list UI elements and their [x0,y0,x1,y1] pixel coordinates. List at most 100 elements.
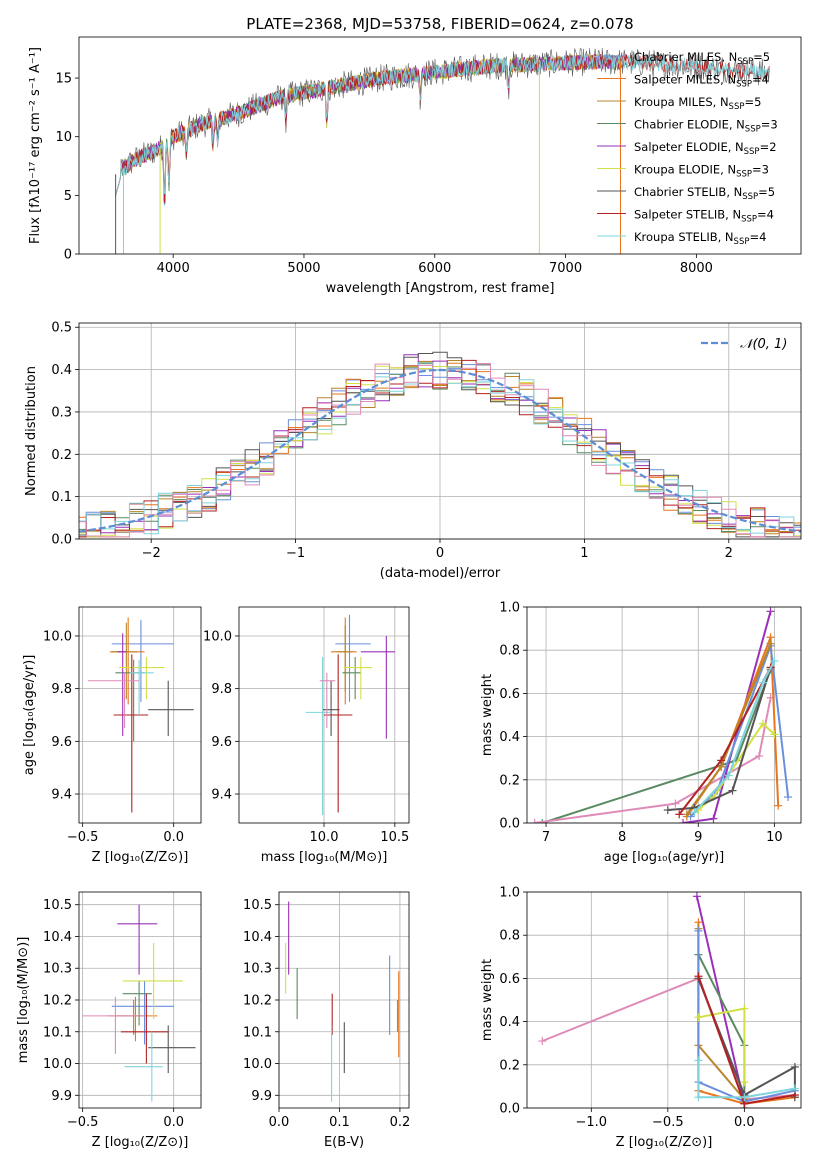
weight-lines [538,892,799,1108]
x-axis-label: (data-model)/error [380,566,501,581]
y-tick-label: 10.0 [43,1057,72,1072]
legend-nssp: =5 [744,95,761,109]
chart-title: PLATE=2368, MJD=53758, FIBERID=0624, z=0… [246,15,633,33]
y-tick-label: 0.4 [499,730,520,745]
axes-frame [78,606,202,824]
panel-mass_vs_ebv: 0.0 0.1 0.2 9.9 10.0 10.1 10.2 10.3 10.4 10.5 E(B-… [243,891,411,1150]
x-tick-label: −0.5 [67,830,99,845]
y-tick-label: 10.0 [203,629,232,644]
x-tick-label: 8000 [680,261,713,276]
legend-series-name: Chabrier ELODIE, N [634,118,745,132]
legend-nssp: =4 [749,230,766,244]
y-axis-label: age [log₁₀(age/yr)] [22,655,37,776]
x-tick-label: 9 [694,830,702,845]
x-axis-label: age [log₁₀(age/yr)] [604,850,725,865]
panel-weight_vs_Z: −1.0 −0.5 0.0 0.0 0.2 0.4 0.6 0.8 1.0 Z [log₁₀(Z/… [480,886,802,1150]
x-tick-label: 0.1 [329,1115,350,1130]
errorbars [82,904,196,1102]
y-axis-label: mass weight [480,674,495,756]
panel-age_vs_mass: 10.0 10.5 9.4 9.6 9.8 10.0 mass [log₁₀(M/M⊙)] [203,606,410,865]
x-tick-label: 10.5 [380,830,409,845]
y-tick-label: 0.0 [499,817,520,832]
legend-entry: Chabrier ELODIE, NSSP=3 [634,118,778,135]
gaussian-curve [79,368,801,533]
legend-series-name: Chabrier MILES, N [634,50,737,64]
histogram-step [79,363,801,539]
y-tick-label: 0.3 [51,405,72,420]
y-tick-label: 0.6 [499,972,520,987]
legend-subscript: SSP [744,147,760,157]
y-tick-label: 9.6 [51,735,72,750]
legend-series-name: Salpeter STELIB, N [634,208,741,222]
legend-subscript: SSP [745,125,761,135]
axes-frame [278,891,410,1109]
x-tick-label: 2 [725,546,733,561]
legend-series-name: Chabrier STELIB, N [634,185,742,199]
legend-subscript: SSP [734,237,750,247]
x-tick-label: 5000 [287,261,320,276]
panel-residuals: −2 −1 0 1 2 0.0 0.1 0.2 0.3 0.4 0.5 (data-model)/er… [24,321,802,581]
legend-entry: Kroupa MILES, NSSP=5 [634,95,761,112]
legend-gaussian-label: 𝒩(0, 1) [740,337,787,352]
x-tick-label: 1 [580,546,588,561]
panel-mass_vs_Z: −0.5 0.0 9.9 10.0 10.1 10.2 10.3 10.4 10.5 Z [log… [16,891,202,1150]
legend-nssp: =5 [753,50,770,64]
x-axis-label: E(B-V) [324,1135,364,1150]
y-tick-label: 0.4 [499,1015,520,1030]
y-tick-label: 10.1 [43,1025,72,1040]
x-axis-label: mass [log₁₀(M/M⊙)] [261,850,388,865]
legend-entry: Chabrier STELIB, NSSP=5 [634,185,775,202]
y-tick-label: 9.9 [51,1089,72,1104]
y-tick-label: 0.8 [499,929,520,944]
x-tick-label: 0.0 [269,1115,290,1130]
legend-nssp: =4 [757,208,774,222]
y-tick-label: 1.0 [499,886,520,901]
y-tick-label: 0.6 [499,687,520,702]
axes-frame [78,36,802,255]
y-tick-label: 9.4 [51,788,72,803]
axes-frame [526,891,802,1109]
weight-line [693,660,776,813]
weight-line [697,1060,796,1099]
y-tick-label: 10.1 [243,1025,272,1040]
legend-series-name: Salpeter ELODIE, N [634,140,744,154]
legend-nssp: =2 [760,140,777,154]
x-tick-label: 0.0 [734,1115,755,1130]
legend-nssp: =3 [761,118,778,132]
legend-subscript: SSP [736,170,752,180]
x-tick-label: −2 [142,546,161,561]
legend-series-name: Kroupa MILES, N [634,95,729,109]
x-tick-label: 0.0 [163,1115,184,1130]
y-tick-label: 0.2 [499,773,520,788]
y-tick-label: 0.5 [51,321,72,336]
errorbars [285,901,400,1102]
y-axis-label: Flux [fλ10⁻¹⁷ erg cm⁻² s⁻¹ A⁻¹] [28,47,43,244]
weight-line [697,930,796,1103]
weight-line [541,977,795,1101]
x-tick-label: 6000 [418,261,451,276]
y-tick-label: 0.2 [499,1058,520,1073]
y-tick-label: 10.5 [243,898,272,913]
y-tick-label: 10.3 [43,962,72,977]
histograms [79,351,801,539]
legend-subscript: SSP [741,215,757,225]
x-tick-label: −0.5 [67,1115,99,1130]
x-tick-label: 0.2 [390,1115,411,1130]
x-tick-label: 0 [436,546,444,561]
x-tick-label: −1.0 [576,1115,608,1130]
weight-line [697,978,796,1098]
y-tick-label: 5 [64,189,72,204]
x-axis-label: wavelength [Angstrom, rest frame] [326,281,555,296]
legend-subscript: SSP [729,102,745,112]
legend-entry: Salpeter ELODIE, NSSP=2 [634,140,777,157]
spectrum-lines [115,47,770,254]
y-tick-label: 10.0 [43,629,72,644]
weight-line [697,975,796,1105]
spectrum-line [115,54,770,196]
y-tick-label: 10.0 [243,1057,272,1072]
y-tick-label: 9.9 [251,1089,272,1104]
y-tick-label: 10.2 [243,994,272,1009]
